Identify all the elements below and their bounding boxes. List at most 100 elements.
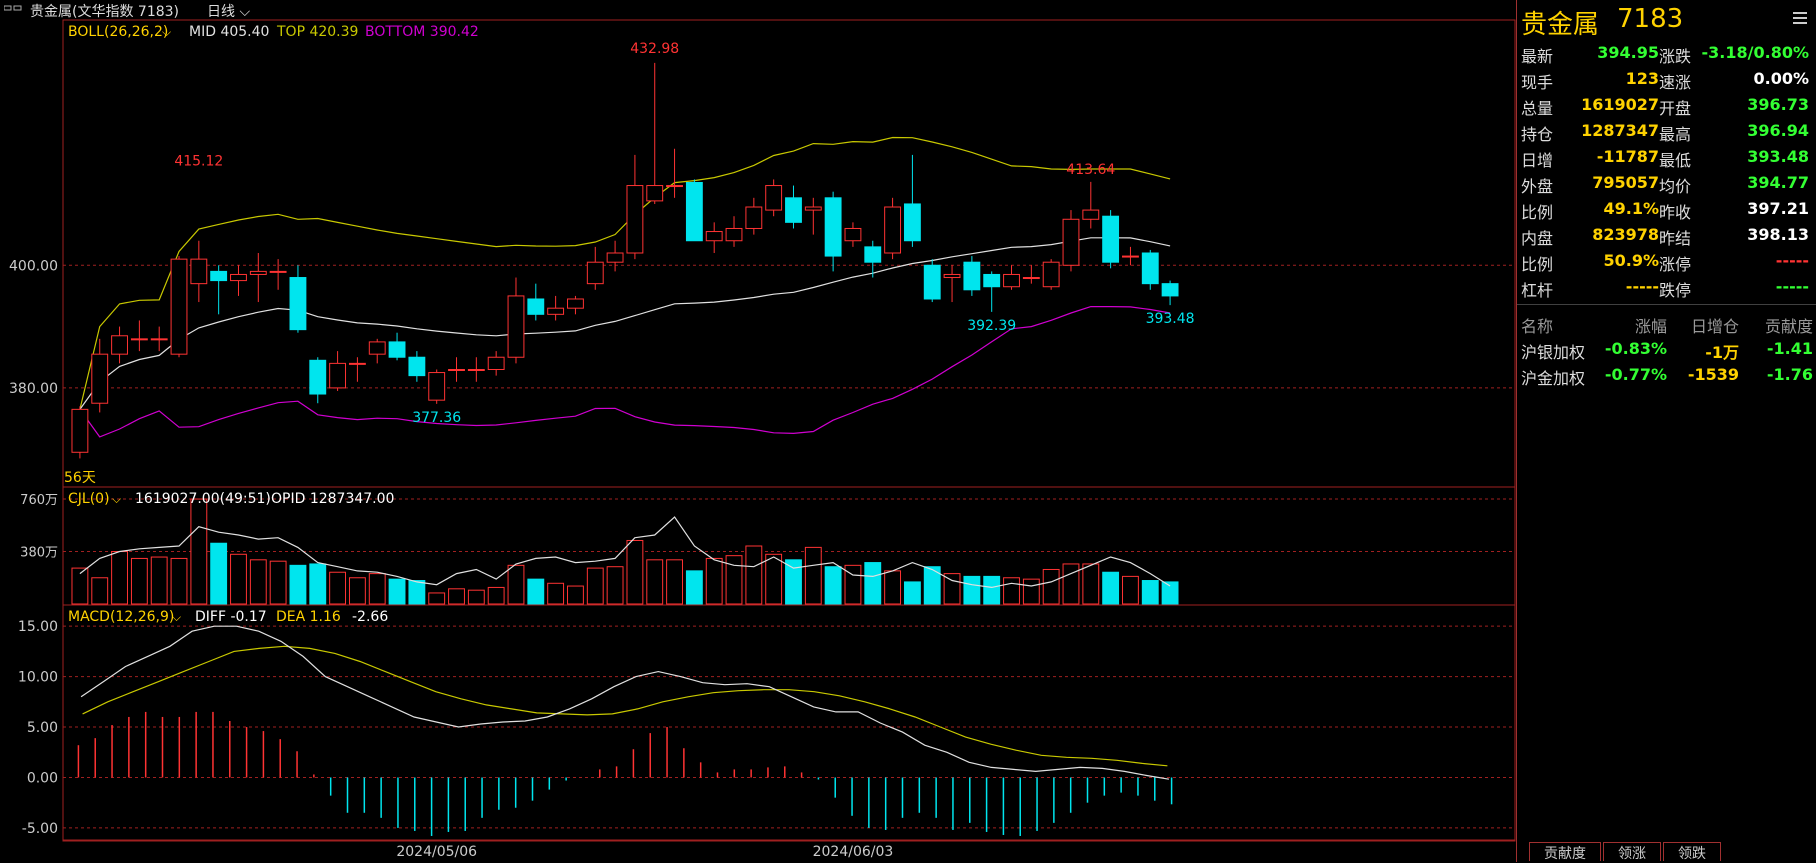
macd-plot	[77, 625, 1173, 836]
candle-body	[1082, 209, 1100, 220]
quote-row: 最新 394.95 涨跌 -3.18/0.80%	[1517, 40, 1816, 66]
candle-body	[269, 270, 287, 273]
volume-bar	[428, 592, 446, 605]
macd-tick-label: 10.00	[18, 670, 58, 686]
period-selector[interactable]: 日线 ⌵	[207, 1, 250, 21]
macd-legend-name[interactable]: MACD(12,26,9)	[68, 609, 174, 625]
macd-value-legend: -2.66	[352, 609, 388, 625]
table-cell: -1万	[1705, 343, 1739, 362]
volume-bar	[269, 560, 287, 605]
quote-row: 比例 49.1% 昨收 397.21	[1517, 196, 1816, 222]
tab-contribution[interactable]: 贡献度	[1529, 842, 1601, 862]
quote-row: 现手 123 速涨 0.00%	[1517, 66, 1816, 92]
table-cell: -1.76	[1766, 365, 1813, 384]
candle-body	[725, 227, 743, 242]
candle-body	[130, 338, 148, 341]
volume-bar	[408, 580, 426, 605]
candle-body	[448, 369, 465, 371]
candle-body	[963, 261, 981, 291]
boll-bottom-legend: BOTTOM 390.42	[365, 24, 479, 40]
candle-body	[91, 353, 109, 404]
quote-row: 日增 -11787 最低 393.48	[1517, 144, 1816, 170]
quote-value: 823978	[1592, 225, 1659, 244]
dea-line	[82, 645, 1168, 767]
boll-legend-name[interactable]: BOLL(26,26,2)	[68, 24, 168, 40]
candle-body	[923, 264, 941, 300]
chevron-down-icon[interactable]: ⌵	[112, 492, 121, 506]
quote-value: 396.73	[1747, 95, 1809, 114]
quote-value: 393.48	[1747, 147, 1809, 166]
tab-lead-up[interactable]: 领涨	[1603, 842, 1661, 862]
chart-menu-icon[interactable]	[3, 3, 22, 15]
candle-body	[547, 307, 565, 315]
peak-price-label: 413.64	[1066, 162, 1115, 178]
candle-body	[348, 362, 366, 365]
chart-area[interactable]: 380.00 400.00 760万 380万 15.00 10.00 5.00 0.00 -5…	[0, 0, 1516, 862]
instrument-title: 贵金属(文华指数 7183)	[30, 4, 180, 20]
volume-bar	[309, 563, 327, 605]
divider	[1517, 304, 1816, 305]
volume-bar	[725, 555, 743, 605]
cjl-legend-name[interactable]: CJL(0)	[68, 491, 110, 507]
low-price-label: 392.39	[967, 318, 1016, 334]
volume-bar	[626, 539, 644, 605]
boll-top-line	[79, 136, 1171, 410]
volume-bar	[527, 578, 545, 605]
boll-mid-line	[79, 237, 1171, 410]
table-cell: 沪金加权	[1521, 369, 1586, 388]
volume-bar	[368, 573, 386, 605]
macd-tick-label: -5.00	[22, 821, 58, 837]
candle-body	[467, 369, 485, 371]
macd-tick-label: 15.00	[18, 619, 58, 635]
volume-bar	[666, 559, 683, 605]
candle-body	[1141, 252, 1159, 285]
table-cell: -0.77%	[1604, 365, 1667, 384]
volume-bar	[586, 567, 604, 605]
candles	[71, 62, 1179, 459]
candle-body	[487, 356, 505, 371]
quote-label: 现手	[1521, 73, 1554, 92]
candle-body	[844, 227, 862, 242]
candle-body	[943, 273, 961, 279]
volume-bars	[71, 498, 1179, 605]
quote-name: 贵金属	[1521, 10, 1600, 40]
quote-label: 最新	[1521, 47, 1554, 66]
volume-bar	[765, 553, 783, 605]
table-header-cell: 涨幅	[1634, 317, 1667, 336]
candle-body	[1161, 283, 1179, 297]
volume-bar	[606, 566, 624, 605]
tab-lead-down[interactable]: 领跌	[1663, 842, 1721, 862]
y-axis-labels: 380.00 400.00 760万 380万 15.00 10.00 5.00 0.00 -5…	[9, 258, 58, 837]
menu-icon[interactable]	[1793, 12, 1807, 26]
table-row[interactable]: 沪银加权 -0.83% -1万 -1.41	[1517, 336, 1816, 362]
grid-lines	[63, 264, 1515, 829]
macd-diff-legend: DIFF -0.17	[195, 609, 267, 625]
candle-body	[864, 246, 882, 263]
volume-bar	[685, 570, 703, 605]
annotations: 432.98 415.12 413.64 377.36 392.39 393.48 56天	[64, 41, 1195, 486]
volume-bar	[864, 562, 882, 605]
quote-label: 均价	[1659, 177, 1692, 196]
volume-bar	[983, 575, 1001, 605]
quote-title-bar: 贵金属 7183	[1517, 2, 1816, 40]
volume-bar	[467, 589, 485, 605]
quote-value: -----	[1625, 277, 1659, 296]
volume-bar	[388, 578, 406, 605]
quote-label: 速涨	[1659, 73, 1692, 92]
volume-bar	[884, 570, 902, 605]
volume-bar	[1141, 580, 1159, 605]
low-price-label: 377.36	[412, 410, 461, 426]
table-header-cell: 贡献度	[1764, 317, 1813, 336]
candle-body	[765, 185, 783, 211]
candle-body	[1102, 215, 1120, 263]
quote-label: 开盘	[1659, 99, 1692, 118]
candle-body	[606, 252, 624, 263]
volume-bar	[1062, 563, 1080, 605]
volume-bar	[170, 557, 188, 605]
candle-body	[71, 408, 89, 453]
table-row[interactable]: 沪金加权 -0.77% -1539 -1.76	[1517, 362, 1816, 388]
chevron-down-icon[interactable]: ⌵	[162, 25, 171, 39]
chevron-down-icon[interactable]: ⌵	[172, 610, 181, 624]
candle-body	[111, 335, 128, 355]
x-tick-label: 2024/05/06	[396, 844, 477, 860]
